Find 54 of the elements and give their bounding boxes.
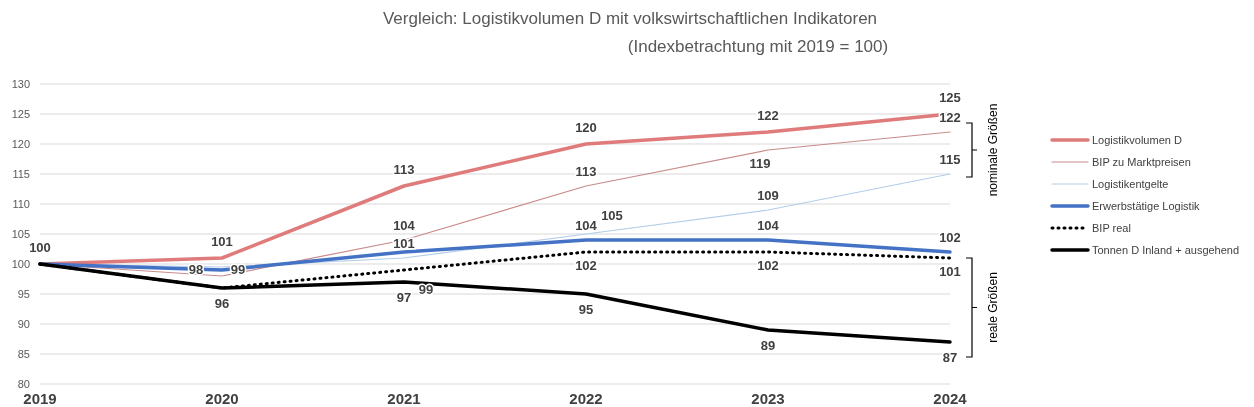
data-label: 99: [230, 262, 246, 277]
data-label: 89: [760, 338, 776, 353]
chart-title: Vergleich: Logistikvolumen D mit volkswirtschaftlichen Indikatoren: [382, 9, 878, 28]
data-label: 102: [939, 230, 961, 245]
legend-label: Tonnen D Inland + ausgehend: [1092, 244, 1240, 256]
y-tick-label: 115: [12, 168, 30, 180]
data-label: 120: [575, 120, 597, 135]
data-label: 102: [757, 258, 779, 273]
data-label: 113: [575, 164, 597, 179]
data-label: 104: [393, 218, 416, 233]
y-tick-label: 105: [11, 228, 30, 240]
y-tick-label: 95: [17, 288, 30, 300]
data-label: 125: [939, 90, 961, 105]
legend-label: Erwerbstätige Logistik: [1092, 200, 1201, 212]
data-label: 109: [757, 188, 779, 203]
data-label: 119: [749, 156, 771, 171]
x-tick-label: 2019: [23, 390, 57, 407]
data-label: 101: [393, 236, 415, 251]
x-tick-label: 2020: [205, 390, 239, 407]
chart-subtitle: (Indexbetrachtung mit 2019 = 100): [627, 37, 889, 56]
y-tick-label: 100: [11, 258, 30, 270]
data-label: 122: [939, 110, 961, 125]
y-tick-label: 90: [17, 318, 30, 330]
data-label: 105: [601, 208, 623, 223]
data-label: 95: [578, 302, 594, 317]
y-tick-label: 120: [11, 138, 30, 150]
data-label: 122: [757, 108, 779, 123]
text: reale Größen: [986, 272, 1000, 343]
data-label: 100: [29, 240, 51, 255]
data-label: 101: [211, 234, 233, 249]
legend-label: BIP real: [1092, 222, 1131, 234]
text: nominale Größen: [986, 103, 1000, 197]
x-tick-label: 2023: [751, 390, 785, 407]
x-tick-label: 2021: [387, 390, 421, 407]
y-tick-label: 125: [11, 108, 30, 120]
data-label: 104: [757, 218, 780, 233]
data-label: 102: [575, 258, 597, 273]
y-tick-label: 110: [12, 198, 30, 210]
x-tick-label: 2022: [569, 390, 603, 407]
y-tick-label: 85: [17, 348, 30, 360]
y-tick-label: 130: [11, 78, 30, 90]
data-label: 99: [418, 282, 434, 297]
data-label: 97: [396, 290, 412, 305]
legend-label: Logistikentgelte: [1092, 178, 1169, 190]
legend-label: BIP zu Marktpreisen: [1092, 156, 1191, 168]
x-tick-label: 2024: [933, 390, 968, 407]
data-label: 96: [214, 296, 230, 311]
data-label: 113: [393, 162, 415, 177]
data-label: 104: [575, 218, 598, 233]
y-tick-label: 80: [17, 378, 30, 390]
data-label: 101: [939, 264, 961, 279]
data-label: 87: [942, 350, 958, 365]
legend-label: Logistikvolumen D: [1092, 134, 1182, 146]
data-label: 115: [939, 152, 961, 167]
